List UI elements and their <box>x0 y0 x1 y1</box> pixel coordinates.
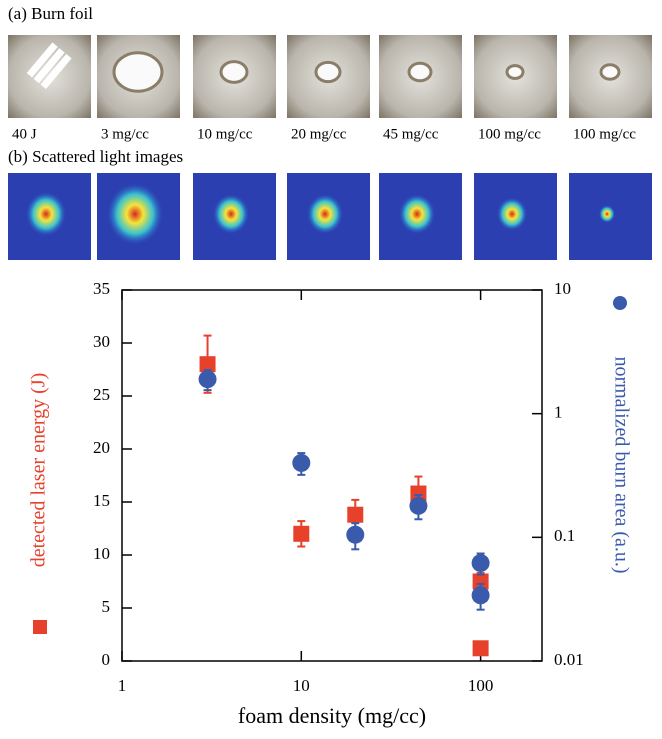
y-axis-label: detected laser energy (J) <box>28 373 50 568</box>
y-tick-label: 10 <box>93 544 110 563</box>
y2-tick-label: 1 <box>554 403 563 422</box>
panel-b-title: (b) Scattered light images <box>8 147 183 166</box>
foil-label: 45 mg/cc <box>383 126 439 142</box>
data-point <box>346 526 364 544</box>
data-point <box>472 554 490 572</box>
y-tick-label: 15 <box>93 491 110 510</box>
foil-label: 3 mg/cc <box>101 126 149 142</box>
light-spot <box>497 198 527 231</box>
burn-hole <box>409 63 431 81</box>
data-point <box>293 526 309 542</box>
plot-frame <box>122 290 542 661</box>
y2-tick-label: 0.01 <box>554 650 584 669</box>
data-point <box>292 454 310 472</box>
foil-label: 20 mg/cc <box>291 126 347 142</box>
y-tick-label: 5 <box>102 597 111 616</box>
y-tick-label: 25 <box>93 385 110 404</box>
data-point <box>409 497 427 515</box>
x-tick-label: 1 <box>118 676 127 695</box>
y2-tick-label: 0.1 <box>554 526 575 545</box>
y-axis-marker <box>33 620 47 634</box>
y-tick-label: 0 <box>102 650 111 669</box>
data-point <box>473 640 489 656</box>
data-point <box>472 586 490 604</box>
panel-a-title: (a) Burn foil <box>8 4 93 23</box>
light-spot <box>26 192 66 236</box>
burn-hole <box>221 62 247 83</box>
y2-axis-marker <box>613 296 627 310</box>
x-tick-label: 100 <box>468 676 494 695</box>
y-tick-label: 20 <box>93 438 110 457</box>
light-spot <box>399 194 435 234</box>
y-tick-label: 30 <box>93 332 110 351</box>
burn-hole <box>507 66 523 79</box>
x-axis-label: foam density (mg/cc) <box>238 703 426 728</box>
light-spot <box>599 205 615 223</box>
x-tick-label: 10 <box>293 676 310 695</box>
foil-label: 10 mg/cc <box>197 126 253 142</box>
foil-label: 100 mg/cc <box>478 126 541 142</box>
data-point <box>199 370 217 388</box>
light-spot <box>307 194 343 234</box>
burn-hole <box>114 53 162 91</box>
foil-label: 100 mg/cc <box>573 126 636 142</box>
light-spot <box>213 194 249 234</box>
y2-axis-label: normalized burn area (a.u.) <box>610 356 632 573</box>
burn-hole <box>316 62 340 81</box>
burn-hole <box>601 65 619 79</box>
y-tick-label: 35 <box>93 279 110 298</box>
data-point <box>347 507 363 523</box>
foil-label: 40 J <box>12 126 37 142</box>
light-spot <box>107 183 163 245</box>
y2-tick-label: 10 <box>554 279 571 298</box>
figure: (a) Burn foil (b) Scattered light images… <box>0 0 662 739</box>
